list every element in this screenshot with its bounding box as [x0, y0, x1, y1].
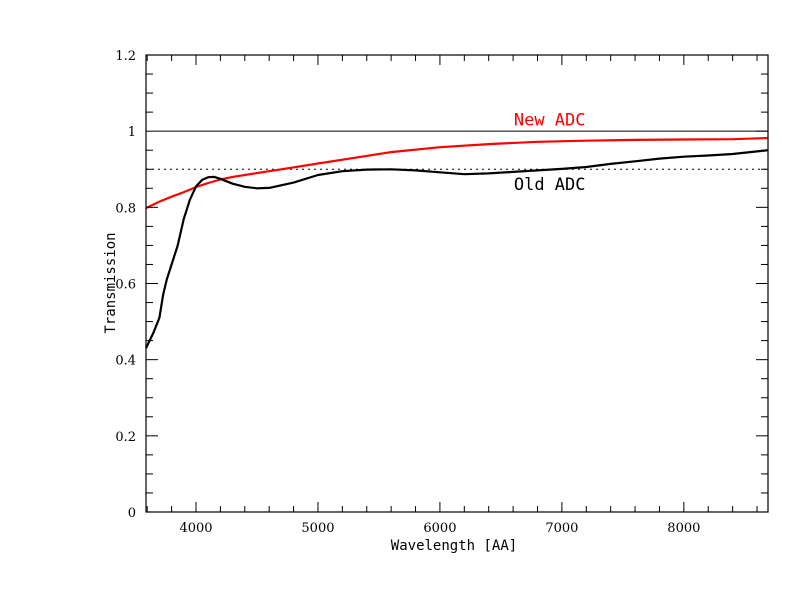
y-axis-label: Transmission: [103, 232, 119, 333]
x-tick-label: 8000: [667, 521, 700, 536]
y-tick-label: 1.2: [115, 49, 136, 64]
x-tick-label: 7000: [545, 521, 578, 536]
y-tick-label: 0.4: [115, 354, 136, 369]
y-tick-label: 0.2: [115, 430, 136, 445]
x-tick-label: 4000: [179, 521, 212, 536]
x-tick-labels: 4000 5000 6000 7000 8000: [179, 521, 700, 536]
series-line-new-adc: [145, 136, 769, 210]
x-tick-label: 6000: [423, 521, 456, 536]
series-line-old-adc: [145, 149, 769, 349]
annotations: New ADC Old ADC: [514, 110, 586, 195]
axis-ticks: [146, 54, 768, 513]
plot-frame: [145, 54, 769, 513]
x-axis-label: Wavelength [AA]: [391, 538, 517, 554]
annotation-new-adc: New ADC: [514, 110, 586, 130]
y-tick-label: 0.6: [115, 278, 136, 293]
y-tick-label: 0.8: [115, 201, 136, 216]
y-tick-label: 1: [128, 125, 136, 140]
y-tick-labels: 0 0.2 0.4 0.6 0.8 1 1.2: [115, 49, 136, 521]
y-tick-label: 0: [128, 506, 136, 521]
annotation-old-adc: Old ADC: [514, 175, 586, 195]
x-tick-label: 5000: [301, 521, 334, 536]
reference-lines: [146, 130, 768, 170]
data-series: [145, 136, 769, 349]
